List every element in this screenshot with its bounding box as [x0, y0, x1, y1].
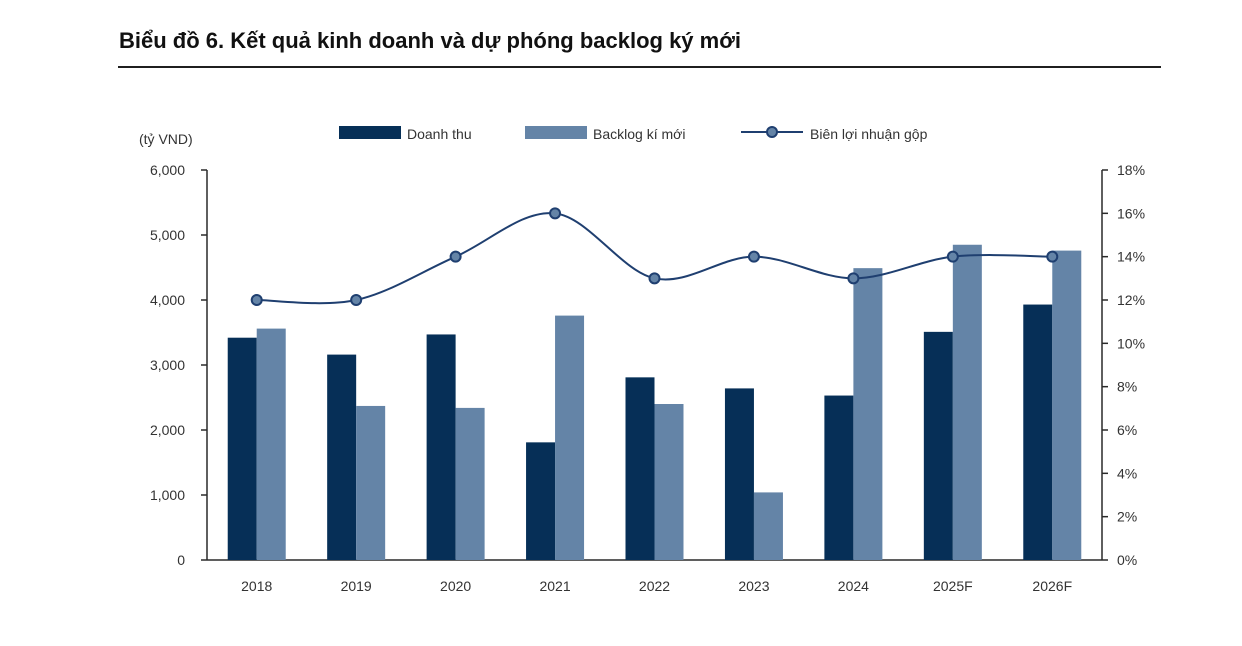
left-tick-label-4000: 4,000	[150, 292, 185, 308]
point-margin-2019	[350, 294, 363, 306]
x-tick-label-2021: 2021	[539, 578, 570, 594]
left-tick-group: 0 1,000 2,000 3,000 4,000 5,000 6,000	[150, 162, 207, 568]
line-series-group	[250, 207, 1059, 306]
left-tick-label-6000: 6,000	[150, 162, 185, 178]
legend-swatch-revenue	[339, 126, 401, 139]
right-tick-label-12: 12%	[1117, 292, 1145, 308]
bar-backlog-2023	[753, 492, 783, 560]
bar-revenue-2023	[724, 388, 754, 560]
legend-swatch-backlog	[525, 126, 587, 139]
point-margin-2022	[648, 272, 661, 285]
x-tick-label-2022: 2022	[639, 578, 670, 594]
left-tick-label-5000: 5,000	[150, 227, 185, 243]
bar-revenue-2021	[526, 442, 556, 560]
right-tick-label-18: 18%	[1117, 162, 1145, 178]
right-tick-label-10: 10%	[1117, 335, 1145, 351]
bar-backlog-2020	[455, 407, 485, 560]
point-margin-2025f	[946, 250, 959, 263]
bar-revenue-2026f	[1023, 304, 1053, 560]
right-tick-label-4: 4%	[1117, 465, 1137, 481]
bar-backlog-2021	[555, 315, 585, 560]
right-tick-label-2: 2%	[1117, 509, 1137, 525]
bar-revenue-2022	[625, 377, 655, 560]
bar-revenue-2020	[426, 334, 456, 560]
x-tick-label-2020: 2020	[440, 578, 471, 594]
right-tick-group: 0% 2% 4% 6% 8% 10% 12% 14% 16% 18%	[1102, 162, 1145, 568]
title-divider	[118, 66, 1161, 68]
bar-revenue-2024	[824, 395, 854, 560]
legend-marker-margin	[766, 126, 778, 138]
chart-title: Biểu đồ 6. Kết quả kinh doanh và dự phón…	[119, 28, 741, 53]
point-margin-2020	[449, 250, 462, 263]
right-tick-label-8: 8%	[1117, 379, 1137, 395]
right-tick-label-16: 16%	[1117, 205, 1145, 221]
bar-revenue-2019	[327, 354, 357, 560]
point-margin-2024	[847, 272, 860, 285]
x-tick-label-2026f: 2026F	[1032, 578, 1072, 594]
line-margin	[256, 212, 1053, 305]
point-margin-2026f	[1046, 250, 1059, 263]
x-tick-label-2023: 2023	[738, 578, 769, 594]
point-margin-2018	[250, 294, 263, 306]
x-tick-group: 2018 2019 2020 2021 2022 2023 2024 2025F 2026F	[241, 578, 1072, 594]
legend-label-margin: Biên lợi nhuận gộp	[810, 126, 928, 142]
bar-revenue-2018	[227, 337, 257, 560]
bar-backlog-2025f	[952, 244, 982, 560]
bar-group	[227, 244, 1082, 560]
x-tick-label-2024: 2024	[838, 578, 869, 594]
left-tick-label-1000: 1,000	[150, 487, 185, 503]
right-tick-label-0: 0%	[1117, 552, 1137, 568]
legend: Doanh thu Backlog kí mới Biên lợi nhuận …	[339, 126, 928, 142]
bar-backlog-2022	[654, 404, 684, 560]
x-tick-label-2019: 2019	[341, 578, 372, 594]
bar-backlog-2026f	[1052, 250, 1082, 560]
bar-revenue-2025f	[923, 331, 953, 560]
right-tick-label-6: 6%	[1117, 422, 1137, 438]
x-tick-label-2018: 2018	[241, 578, 272, 594]
point-margin-2023	[747, 250, 760, 263]
bar-backlog-2019	[356, 405, 386, 560]
x-tick-label-2025f: 2025F	[933, 578, 973, 594]
legend-label-revenue: Doanh thu	[407, 126, 472, 142]
left-axis-label: (tỷ VND)	[139, 131, 193, 147]
legend-label-backlog: Backlog kí mới	[593, 126, 685, 142]
left-tick-label-0: 0	[177, 552, 185, 568]
left-axis-label-group: (tỷ VND)	[139, 131, 193, 147]
left-tick-label-3000: 3,000	[150, 357, 185, 373]
left-tick-label-2000: 2,000	[150, 422, 185, 438]
bar-backlog-2024	[853, 268, 883, 560]
bar-backlog-2018	[256, 328, 286, 560]
point-margin-2021	[549, 207, 562, 220]
right-tick-label-14: 14%	[1117, 249, 1145, 265]
